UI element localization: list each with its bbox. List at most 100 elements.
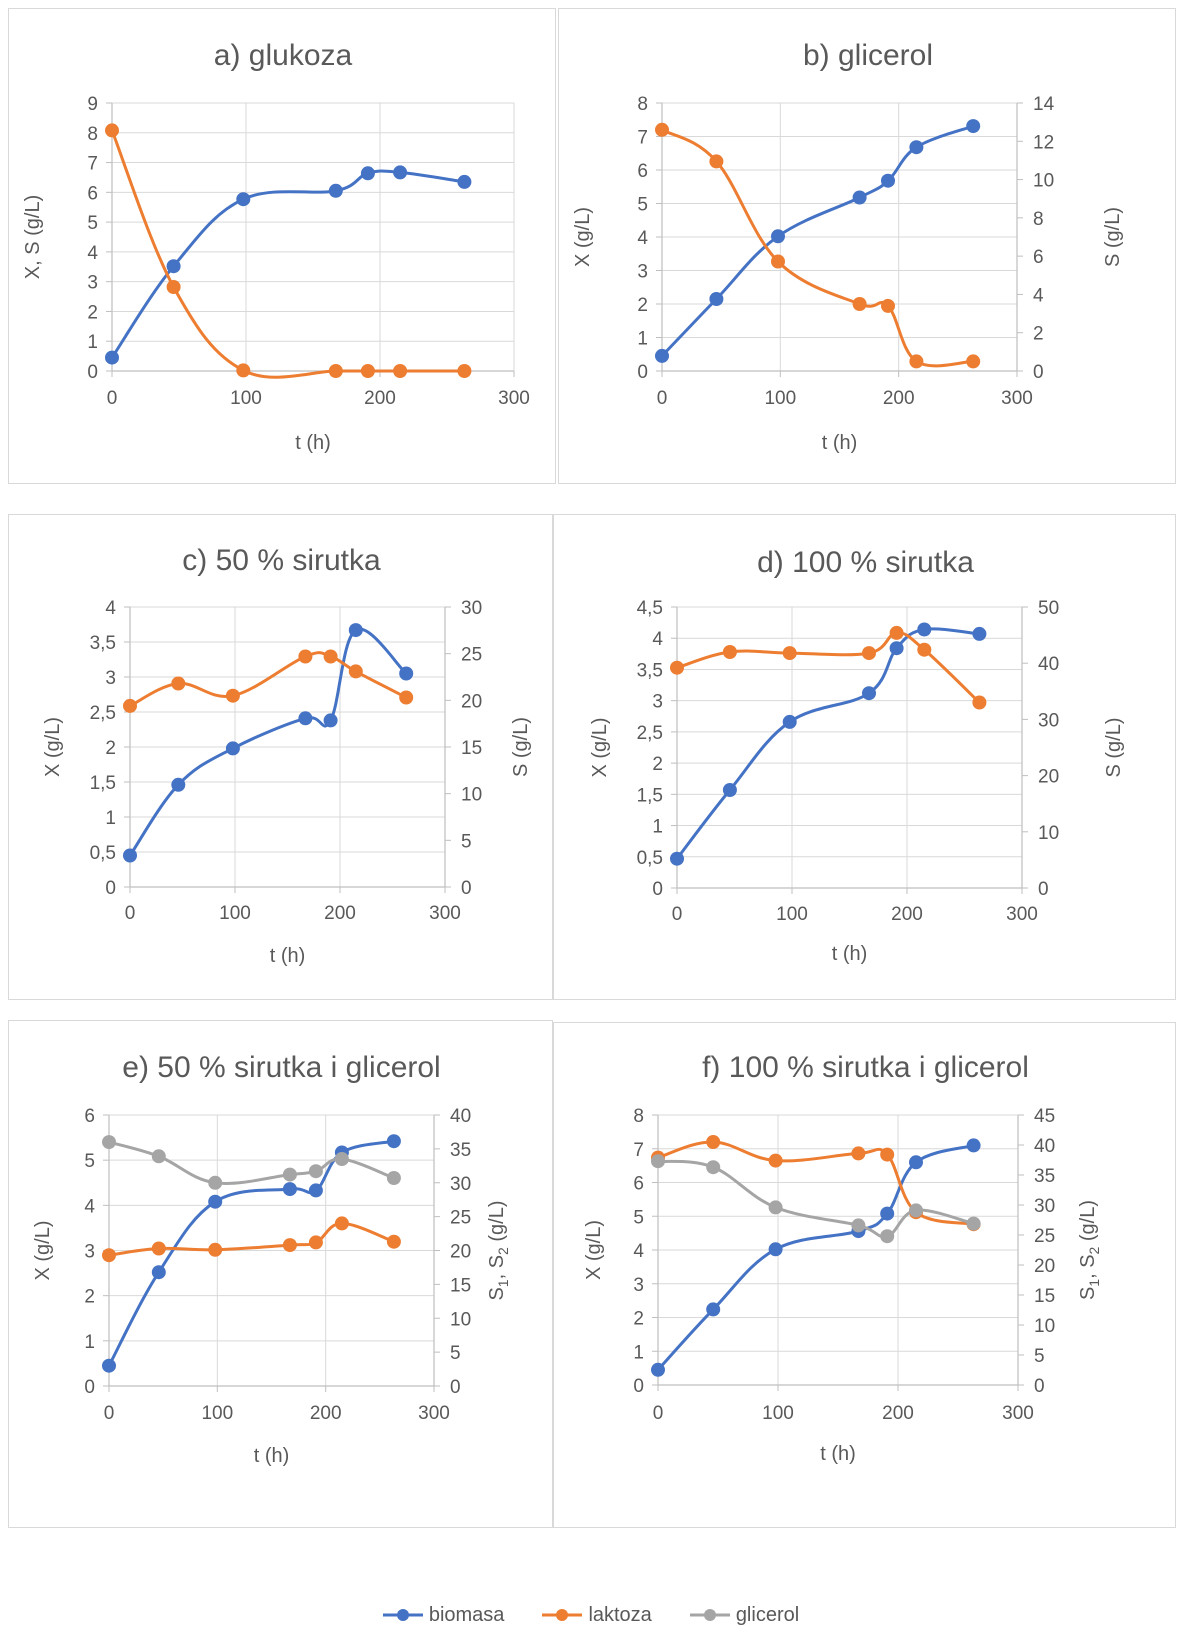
data-point-laktoza <box>457 364 472 378</box>
x-tick-label: 100 <box>762 1403 794 1424</box>
x-axis-title: t (h) <box>832 943 868 965</box>
y2-tick-label: 8 <box>1033 209 1044 230</box>
y-tick-label: 3 <box>637 262 648 283</box>
x-tick-label: 0 <box>104 1403 115 1424</box>
y-tick-label: 2,5 <box>90 703 116 724</box>
chart-title-e: e) 50 % sirutka i glicerol <box>122 1051 440 1084</box>
y-tick-label: 0,5 <box>90 843 116 864</box>
chart-panel-a: a) glukoza 0 100 200 300 0 1 2 3 4 5 6 7 8 9 t (h) X, S … <box>8 8 556 484</box>
data-point-biomasa <box>166 259 181 274</box>
data-point-biomasa <box>706 1302 721 1317</box>
series-line-biomasa <box>128 627 408 857</box>
data-point-biomasa <box>360 166 375 181</box>
data-point-laktoza <box>880 1147 895 1162</box>
chart-svg-a: a) glukoza 0 100 200 300 0 1 2 3 4 5 6 7 8 9 t (h) X, S … <box>22 39 530 454</box>
y-axis-title: X (g/L) <box>589 717 611 777</box>
series-line-biomasa <box>675 627 980 860</box>
y-tick-label: 0 <box>633 1376 644 1397</box>
x-tick-label: 200 <box>324 903 356 924</box>
y2-tick-label: 25 <box>450 1208 471 1229</box>
y-tick-label: 4 <box>637 228 648 249</box>
y-tick-label: 4 <box>633 1241 644 1262</box>
data-point-laktoza <box>236 363 251 378</box>
y-tick-label: 4 <box>652 629 663 650</box>
data-point-laktoza <box>166 280 181 294</box>
data-point-glicerol <box>909 1203 923 1218</box>
data-point-biomasa <box>966 1138 981 1153</box>
data-point-laktoza <box>282 1238 297 1253</box>
data-point-biomasa <box>151 1265 166 1280</box>
y-tick-label: 2,5 <box>637 723 663 744</box>
x-tick-label: 200 <box>883 388 915 409</box>
data-point-glicerol <box>282 1167 297 1182</box>
y2-axis-title: S (g/L) <box>510 717 532 777</box>
y-tick-label: 9 <box>87 94 98 115</box>
y2-tick-label: 25 <box>1034 1226 1055 1247</box>
data-point-laktoza <box>655 122 669 137</box>
data-point-laktoza <box>298 649 313 664</box>
y-tick-label: 1 <box>105 808 116 829</box>
data-point-laktoza <box>889 625 904 640</box>
legend-item-laktoza: laktoza <box>542 1604 652 1627</box>
x-tick-label: 300 <box>418 1403 450 1424</box>
y2-tick-label: 4 <box>1033 285 1044 306</box>
x-axis-title: t (h) <box>270 945 306 967</box>
y2-tick-label: 2 <box>1033 324 1044 345</box>
y-tick-label: 2 <box>84 1287 95 1308</box>
data-point-glicerol <box>651 1154 665 1169</box>
data-point-glicerol <box>966 1216 981 1231</box>
data-point-laktoza <box>323 649 338 664</box>
y2-tick-label: 35 <box>450 1140 471 1161</box>
chart-title-a: a) glukoza <box>214 39 353 72</box>
series-line-laktoza <box>129 651 407 708</box>
chart-panel-d: d) 100 % sirutka 0 100 200 300 0 0,5 1 1,5 2 2,5 3 3… <box>553 514 1176 1000</box>
y-tick-label: 6 <box>87 183 98 204</box>
data-point-laktoza <box>348 664 363 679</box>
y2-tick-label: 0 <box>450 1377 461 1398</box>
data-point-glicerol <box>768 1200 783 1215</box>
data-point-laktoza <box>670 660 684 675</box>
chart-panel-c: c) 50 % sirutka 0 100 200 300 0 0,5 1 1,5 2 2,5 3 3,… <box>8 514 553 1000</box>
data-point-laktoza <box>771 254 785 269</box>
y-tick-label: 7 <box>87 154 98 175</box>
y2-tick-label: 30 <box>1034 1196 1055 1217</box>
data-point-laktoza <box>706 1135 721 1149</box>
data-point-biomasa <box>386 1134 401 1149</box>
y-tick-label: 0 <box>84 1377 95 1398</box>
x-tick-label: 100 <box>230 388 262 409</box>
data-point-laktoza <box>393 364 408 378</box>
data-point-biomasa <box>308 1183 323 1198</box>
data-point-biomasa <box>323 713 338 728</box>
y2-axis-title: S (g/L) <box>1102 207 1124 267</box>
data-point-laktoza <box>709 154 724 169</box>
data-point-glicerol <box>334 1152 349 1166</box>
data-point-glicerol <box>151 1149 166 1164</box>
y-tick-label: 7 <box>633 1140 644 1161</box>
y2-tick-label: 35 <box>1034 1166 1055 1187</box>
data-point-biomasa <box>655 348 669 363</box>
data-point-biomasa <box>328 183 343 198</box>
data-point-laktoza <box>386 1234 401 1249</box>
data-point-biomasa <box>909 1155 923 1170</box>
data-point-glicerol <box>308 1164 323 1179</box>
data-point-biomasa <box>225 741 240 756</box>
data-point-biomasa <box>102 1358 116 1373</box>
data-point-glicerol <box>102 1135 116 1150</box>
y-tick-label: 4 <box>105 598 116 619</box>
data-point-laktoza <box>972 695 987 710</box>
chart-panel-b: b) glicerol 0 100 200 300 0 1 2 3 4 5 6 7 8 0 2 4 6 8 10 12 1… <box>558 8 1176 484</box>
y2-tick-label: 14 <box>1033 94 1055 115</box>
x-tick-label: 200 <box>364 388 396 409</box>
y-axis-title: X (g/L) <box>572 207 594 267</box>
x-tick-label: 0 <box>672 904 683 925</box>
x-tick-label: 0 <box>657 388 668 409</box>
x-tick-label: 200 <box>882 1403 914 1424</box>
data-point-biomasa <box>457 174 472 189</box>
series-line-laktoza <box>110 129 465 379</box>
y-tick-label: 5 <box>87 213 98 234</box>
data-point-laktoza <box>782 646 797 661</box>
data-point-laktoza <box>768 1153 783 1168</box>
